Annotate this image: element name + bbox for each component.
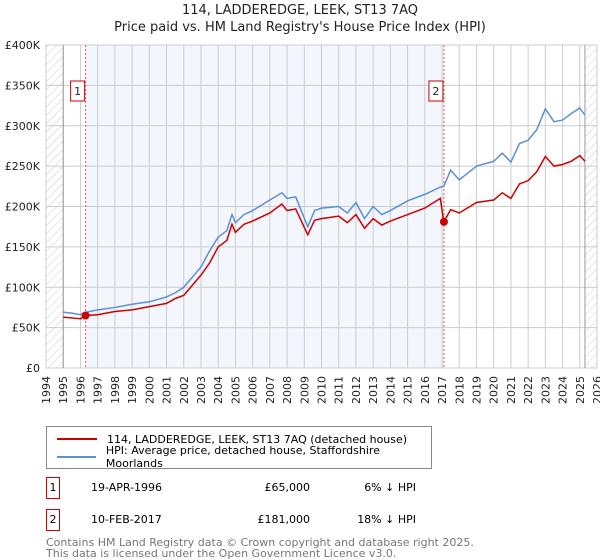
sale-date: 10-FEB-2017 xyxy=(91,513,162,526)
sale-price: £181,000 xyxy=(257,513,311,526)
x-tick-label: 2019 xyxy=(470,376,483,404)
sale-marker-badge: 2 xyxy=(46,509,60,531)
legend-swatch-blue xyxy=(57,456,96,458)
sale-marker-badge: 1 xyxy=(46,477,60,499)
x-tick-label: 2012 xyxy=(350,376,363,404)
chart-title: 114, LADDEREDGE, LEEK, ST13 7AQ xyxy=(181,3,419,18)
legend: 114, LADDEREDGE, LEEK, ST13 7AQ (detache… xyxy=(46,426,432,470)
x-tick-label: 2001 xyxy=(161,376,174,404)
attribution: Contains HM Land Registry data © Crown c… xyxy=(46,537,474,559)
x-tick-label: 1996 xyxy=(74,376,87,404)
y-tick-label: £400K xyxy=(5,39,41,52)
sale-hpi-diff: 18% ↓ HPI xyxy=(357,513,416,526)
x-tick-label: 2025 xyxy=(574,376,587,404)
chart-subtitle: Price paid vs. HM Land Registry's House … xyxy=(114,20,486,35)
sale-point xyxy=(81,311,90,320)
x-tick-label: 2007 xyxy=(264,376,277,404)
sale-row: 1 19-APR-1996 £65,000 6% ↓ HPI xyxy=(46,477,546,499)
y-tick-label: £50K xyxy=(12,322,41,335)
x-tick-label: 2011 xyxy=(333,376,346,404)
y-tick-label: £200K xyxy=(5,201,41,214)
x-tick-label: 2008 xyxy=(281,376,294,404)
legend-swatch-red xyxy=(57,438,97,440)
x-tick-label: 2016 xyxy=(419,376,432,404)
x-tick-label: 2000 xyxy=(143,376,156,404)
x-tick-label: 2023 xyxy=(539,376,552,404)
x-tick-label: 2020 xyxy=(488,376,501,404)
sale-label-box xyxy=(70,80,86,102)
price-chart: 1994 1995 1996 1997 1998 1999 2000 2001 2002 2003… xyxy=(5,39,600,404)
x-tick-label: 2024 xyxy=(557,376,570,404)
y-tick-label: £100K xyxy=(5,281,41,294)
sale-point xyxy=(439,217,448,226)
sale-date: 19-APR-1996 xyxy=(91,481,163,494)
property-price-line xyxy=(63,154,586,320)
legend-item-hpi: HPI: Average price, detached house, Staf… xyxy=(57,444,431,470)
sale-label: 2 xyxy=(432,85,439,98)
sale-hpi-diff: 6% ↓ HPI xyxy=(364,481,416,494)
x-tick-label: 2026 xyxy=(591,376,600,404)
attribution-line: Contains HM Land Registry data © Crown c… xyxy=(46,536,474,549)
x-tick-label: 2022 xyxy=(522,376,535,404)
x-tick-label: 2004 xyxy=(212,376,225,404)
x-tick-label: 2015 xyxy=(402,376,415,404)
legend-label: 114, LADDEREDGE, LEEK, ST13 7AQ (detache… xyxy=(107,432,408,446)
sale-price: £65,000 xyxy=(264,481,311,494)
x-tick-label: 2021 xyxy=(505,376,518,404)
x-tick-label: 2013 xyxy=(367,376,380,404)
x-tick-label: 2009 xyxy=(298,376,311,404)
x-tick-label: 2006 xyxy=(247,376,260,404)
y-tick-label: £300K xyxy=(5,120,41,133)
x-tick-label: 1998 xyxy=(109,376,122,404)
sale-row: 2 10-FEB-2017 £181,000 18% ↓ HPI xyxy=(46,509,546,531)
x-tick-label: 2002 xyxy=(178,376,191,404)
x-tick-label: 1999 xyxy=(126,376,139,404)
sale-label: 1 xyxy=(74,85,81,98)
x-tick-label: 2005 xyxy=(229,376,242,404)
y-tick-label: £350K xyxy=(5,79,41,92)
hpi-line xyxy=(63,106,586,316)
x-tick-label: 1997 xyxy=(92,376,105,404)
x-tick-label: 1994 xyxy=(40,376,53,404)
y-tick-label: £150K xyxy=(5,241,41,254)
sale-label-box xyxy=(428,80,444,102)
y-tick-label: £0 xyxy=(26,362,40,375)
x-tick-label: 2017 xyxy=(436,376,449,404)
x-tick-label: 2018 xyxy=(453,376,466,404)
attribution-line: This data is licensed under the Open Gov… xyxy=(46,547,397,560)
y-tick-label: £250K xyxy=(5,160,41,173)
x-tick-label: 2010 xyxy=(316,376,329,404)
legend-label: HPI: Average price, detached house, Staf… xyxy=(105,444,380,470)
x-tick-label: 2014 xyxy=(384,376,397,404)
x-tick-label: 2003 xyxy=(195,376,208,404)
x-tick-label: 1995 xyxy=(57,376,70,404)
legend-item-property: 114, LADDEREDGE, LEEK, ST13 7AQ (detache… xyxy=(57,430,407,448)
